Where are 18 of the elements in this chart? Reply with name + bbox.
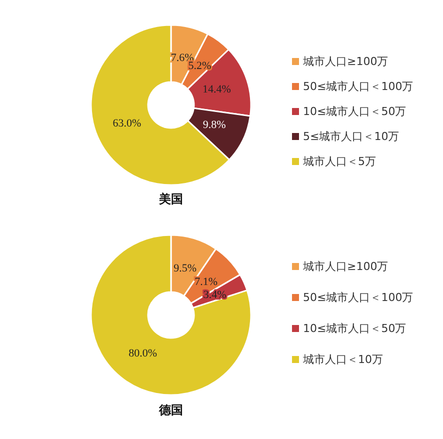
legend-label: 10≤城市人口＜50万 — [303, 322, 406, 336]
data-label: 9.5% — [174, 262, 197, 275]
legend-label: 城市人口≥100万 — [302, 260, 388, 274]
data-label: 80.0% — [128, 347, 157, 360]
data-label: 14.4% — [202, 84, 231, 96]
data-label: 7.1% — [194, 276, 218, 288]
legend-label: 城市人口＜10万 — [302, 353, 383, 366]
legend-label: 城市人口＜5万 — [302, 155, 376, 168]
text: 德国 — [158, 403, 183, 417]
legend-label: 50≤城市人口＜100万 — [303, 80, 414, 94]
data-label: 63.0% — [112, 118, 142, 130]
legend-label: 5≤城市人口＜10万 — [303, 130, 400, 144]
text: 美国 — [158, 192, 183, 206]
legend-label: 50≤城市人口＜100万 — [303, 291, 414, 304]
data-label: 9.8% — [202, 119, 226, 132]
legend-label: 城市人口≥100万 — [302, 55, 388, 68]
legend-label: 10≤城市人口＜50万 — [303, 105, 406, 118]
donut-slice — [90, 234, 252, 396]
